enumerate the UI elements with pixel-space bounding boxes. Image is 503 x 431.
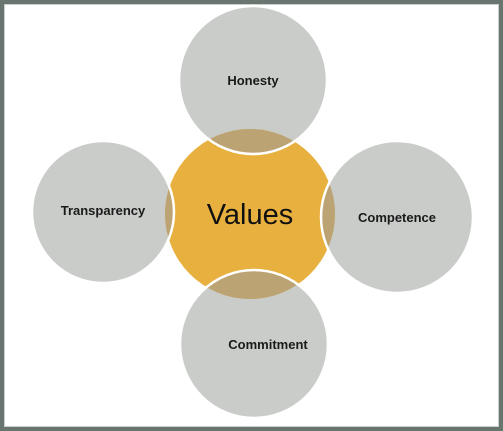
outline-top xyxy=(177,4,329,156)
node-label-top: Honesty xyxy=(227,73,279,88)
outline-right xyxy=(319,139,475,295)
center-label: Values xyxy=(207,199,294,231)
satellite-circles xyxy=(32,6,473,418)
node-label-bottom: Commitment xyxy=(228,337,308,352)
outline-bottom xyxy=(178,268,330,420)
node-label-left: Transparency xyxy=(61,203,146,218)
node-label-right: Competence xyxy=(358,210,436,225)
node-right-circle xyxy=(321,141,473,293)
node-top-circle xyxy=(179,6,327,154)
node-left-circle xyxy=(32,141,174,283)
center-circle xyxy=(165,129,335,299)
satellite-outlines xyxy=(30,4,475,420)
node-bottom-circle xyxy=(180,270,328,418)
outline-left xyxy=(30,139,176,285)
